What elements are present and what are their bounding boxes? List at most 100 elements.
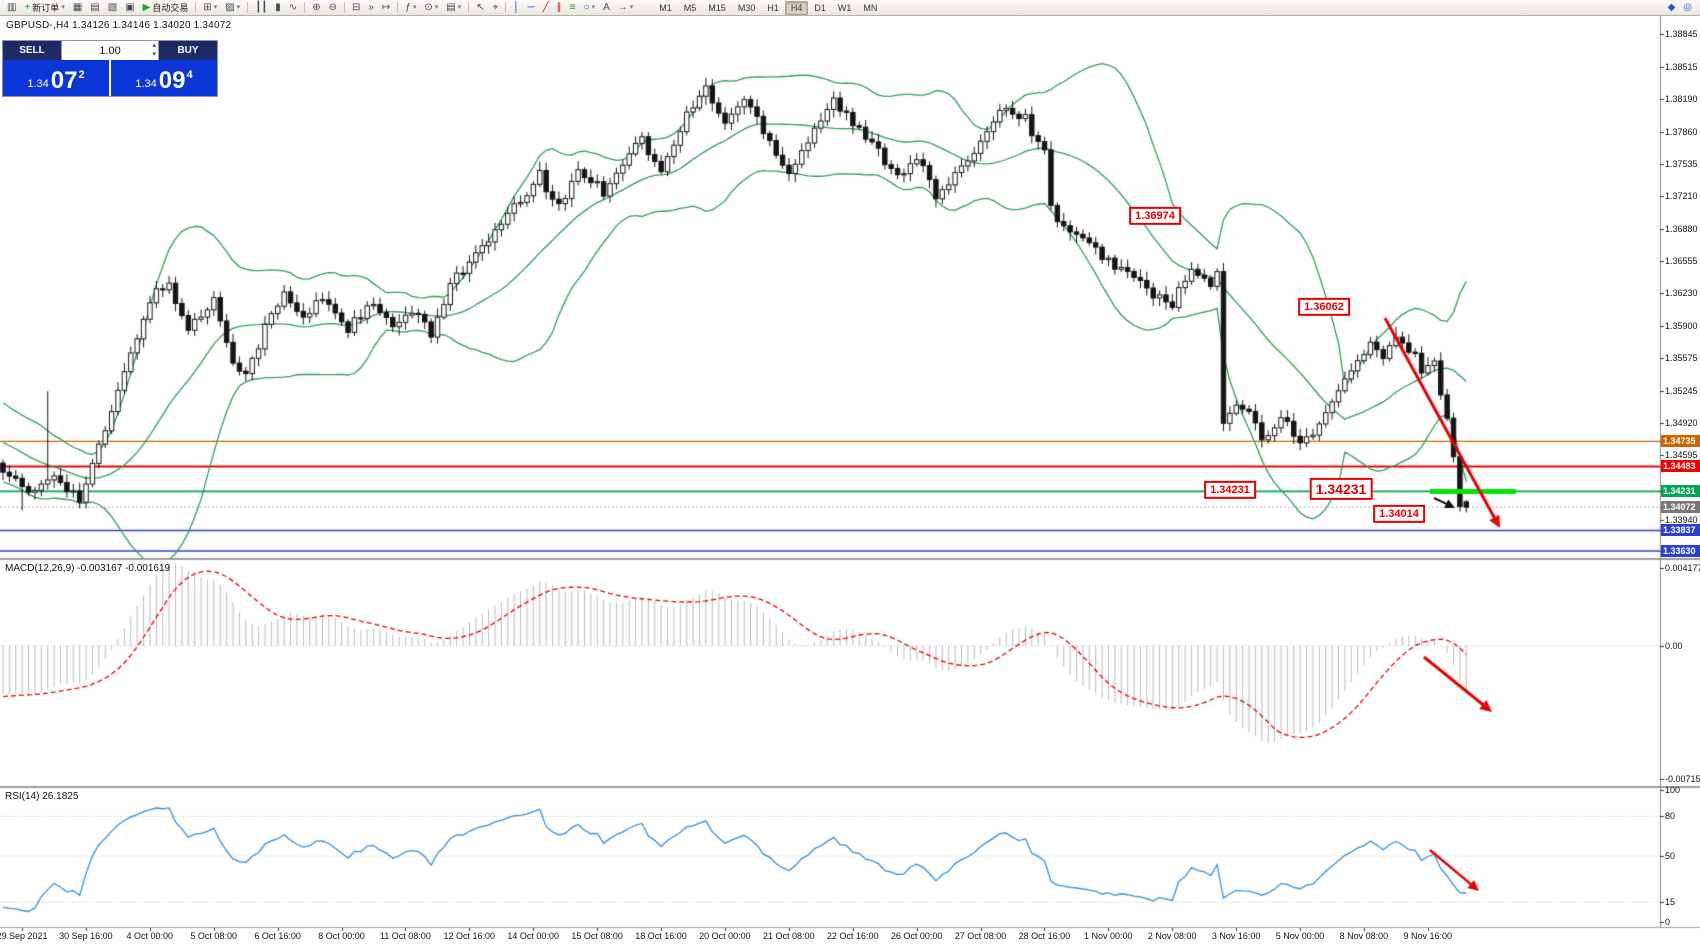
trendline-icon: ╱: [542, 1, 549, 13]
periods-icon-button[interactable]: ⊙ ▾: [421, 1, 441, 15]
bars-chart-icon-button[interactable]: ┃┃: [252, 1, 270, 15]
new-chart-icon-button[interactable]: ⊞ ▾: [200, 1, 220, 15]
trade-panel-price-row: 1.34 07 2 1.34 09 4: [3, 60, 217, 96]
indicators-icon-button[interactable]: ƒ ▾: [402, 1, 419, 15]
profiles-icon: ▨: [225, 1, 235, 13]
buy-price-base: 1.34: [135, 78, 157, 90]
rsi-panel-splitter[interactable]: [0, 784, 1700, 789]
arrow-tool-icon: →: [617, 1, 628, 13]
dropdown-arrow-icon: ▾: [591, 3, 596, 11]
cursor-icon-button[interactable]: ↖: [473, 1, 487, 15]
shapes-icon: ○: [583, 1, 590, 13]
terminal-icon-button[interactable]: ▣: [122, 1, 137, 15]
search-icon[interactable]: ◎: [1680, 1, 1695, 15]
zoom-out-icon-button[interactable]: ⊖: [326, 1, 340, 15]
buy-price-button[interactable]: 1.34 09 4: [111, 60, 217, 96]
autotrade-button: ▶: [142, 1, 151, 13]
chart-shift-icon-button[interactable]: ↦: [379, 1, 393, 15]
vertical-line-icon: │: [513, 1, 520, 13]
zoom-in-icon-button[interactable]: ⊕: [309, 1, 323, 15]
toolbar-separator: [304, 2, 306, 13]
profiles-icon-button[interactable]: ▨ ▾: [222, 1, 243, 15]
new-chart-icon: ⊞: [203, 1, 212, 13]
new-order-button[interactable]: + 新订单 ▾: [21, 1, 67, 15]
horizontal-line-icon-button[interactable]: ─: [525, 1, 538, 15]
autotrade-button-label: 自动交易: [152, 2, 189, 13]
timeframe-w1-button[interactable]: W1: [837, 2, 852, 13]
fibonacci-icon-button[interactable]: ≡: [567, 1, 579, 15]
indicators-icon: ƒ: [405, 1, 411, 13]
market-watch-icon: ▦: [72, 1, 83, 13]
auto-scroll-icon: »: [368, 1, 374, 13]
trendline-icon-button[interactable]: ╱: [540, 1, 552, 15]
timeframe-m30-button[interactable]: M30: [737, 2, 756, 13]
timeframe-m1-button[interactable]: M1: [659, 2, 672, 13]
sell-price-pips: 07: [50, 67, 78, 94]
tile-windows-icon-button[interactable]: ⊟: [349, 1, 363, 15]
rsi-indicator-label: RSI(14) 26.1825: [5, 791, 79, 802]
chart-shift-icon: ↦: [381, 1, 391, 13]
price-annotation-box[interactable]: 1.36974: [1129, 206, 1181, 226]
dropdown-arrow-icon: ▾: [629, 3, 634, 11]
channel-icon-button[interactable]: ∥: [554, 1, 565, 15]
timeframe-m5-button[interactable]: M5: [683, 2, 697, 13]
sell-price-button[interactable]: 1.34 07 2: [3, 60, 109, 96]
timeframe-d1-button[interactable]: D1: [814, 2, 826, 13]
data-window-icon-button[interactable]: ▤: [87, 1, 102, 15]
zoom-out-icon: ⊖: [328, 1, 337, 13]
candles-chart-icon-button[interactable]: ▮: [272, 1, 284, 15]
price-annotation-box[interactable]: 1.34014: [1373, 504, 1425, 524]
favorites-icon[interactable]: ◆: [1665, 1, 1679, 15]
buy-button[interactable]: BUY: [159, 41, 217, 60]
toolbar-separator: [505, 2, 507, 13]
macd-panel-splitter[interactable]: [0, 556, 1700, 561]
price-annotation-box[interactable]: 1.34231: [1204, 480, 1256, 500]
volume-down-button[interactable]: ▾: [152, 51, 156, 58]
text-icon-button[interactable]: A: [600, 1, 613, 15]
line-chart-icon: ∿: [288, 1, 298, 13]
data-window-icon: ▤: [90, 1, 100, 13]
autotrade-button[interactable]: ▶ 自动交易: [140, 1, 192, 15]
channel-icon: ∥: [556, 1, 562, 13]
toolbar-separator: [343, 2, 345, 13]
volume-input[interactable]: 1.00 ▴ ▾: [61, 41, 159, 60]
symbol-ohlc-header: GBPUSD-,H4 1.34126 1.34146 1.34020 1.340…: [6, 20, 232, 31]
toolbar-items: ▥ + 新订单 ▾ ▦ ▤ ▧ ▣ ▶ 自动交易 ⊞ ▾ ▨ ▾ ┃┃ ▮ ∿ ⊕ ⊖ ⊟» ↦ ƒ ▾ ⊙ ▾ ▤ ▾ ↖ ⌖ │ ─ ╱ ∥…: [3, 1, 637, 15]
dropdown-arrow-icon: ▾: [236, 3, 241, 11]
toolbar-separator: [468, 2, 470, 13]
navigator-icon-button[interactable]: ▧: [105, 1, 120, 15]
new-order-button: +: [24, 1, 31, 13]
vertical-line-icon-button[interactable]: │: [510, 1, 522, 15]
sell-button[interactable]: SELL: [3, 41, 61, 60]
templates-icon: ▤: [446, 1, 456, 13]
line-chart-icon-button[interactable]: ∿: [286, 1, 300, 15]
new-order-button-label: 新订单: [32, 2, 60, 13]
toolbar-separator: [397, 2, 399, 13]
market-watch-icon-button[interactable]: ▦: [70, 1, 85, 15]
timeframe-m15-button[interactable]: M15: [708, 2, 726, 13]
symbol-window-icon: ▥: [7, 1, 17, 13]
auto-scroll-icon-button[interactable]: »: [365, 1, 377, 15]
trade-panel-top-row: SELL 1.00 ▴ ▾ BUY: [3, 41, 217, 60]
volume-up-button[interactable]: ▴: [152, 42, 156, 49]
terminal-icon: ▣: [125, 1, 135, 13]
dropdown-arrow-icon: ▾: [412, 3, 417, 11]
timeframe-mn-button[interactable]: MN: [863, 2, 878, 13]
dropdown-arrow-icon: ▾: [434, 3, 439, 11]
candles-chart-icon: ▮: [275, 1, 281, 13]
symbol-window-icon-button[interactable]: ▥: [4, 1, 19, 15]
dropdown-arrow-icon: ▾: [457, 3, 462, 11]
shapes-icon-button[interactable]: ○ ▾: [581, 1, 599, 15]
timeframe-toolbar: M1 M5 M15 M30 H1 H4 D1 W1 MN: [653, 0, 883, 15]
favorites-icon: ◆: [1667, 2, 1676, 13]
timeframe-h1-button[interactable]: H1: [767, 2, 779, 13]
crosshair-icon-button[interactable]: ⌖: [490, 1, 502, 15]
price-annotation-box[interactable]: 1.36062: [1298, 297, 1350, 317]
sell-price-point: 2: [78, 69, 85, 81]
templates-icon-button[interactable]: ▤ ▾: [443, 1, 464, 15]
arrow-tool-icon-button[interactable]: → ▾: [615, 1, 637, 15]
price-annotation-box[interactable]: 1.34231: [1309, 477, 1373, 501]
zoom-in-icon: ⊕: [312, 1, 321, 13]
timeframe-h4-button[interactable]: H4: [784, 0, 809, 15]
